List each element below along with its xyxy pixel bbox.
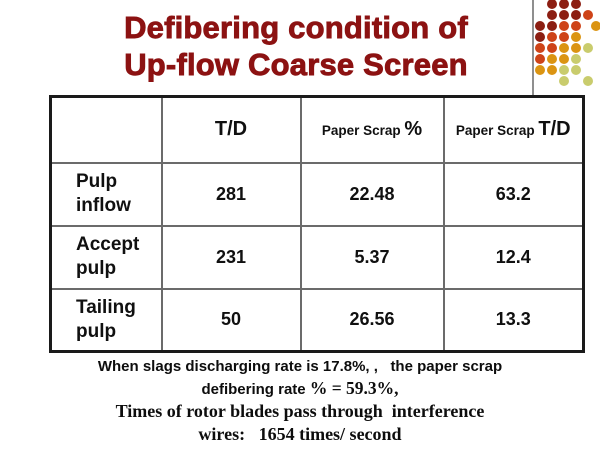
pulp-inflow-td-value: 281 bbox=[160, 161, 302, 227]
deco-dot bbox=[547, 0, 557, 9]
footer-line-2-sans: defibering rate bbox=[201, 380, 310, 398]
title-line-2: Up-flow Coarse Screen bbox=[124, 47, 468, 83]
row-label-pulp-inflow: Pulp inflow bbox=[49, 161, 163, 227]
header-td-label: T/D bbox=[214, 118, 248, 141]
footer-line-4: wires: 1654 times/ second bbox=[198, 424, 402, 444]
deco-dot bbox=[591, 21, 600, 31]
footer-notes: When slags discharging rate is 17.8%, , … bbox=[0, 356, 600, 446]
header-cell-td: T/D bbox=[160, 95, 302, 164]
pulp-inflow-paper-scrap-percent-value: 22.48 bbox=[299, 161, 445, 227]
header-td-label-2: T/D bbox=[538, 118, 571, 141]
header-cell-paper-scrap-td: Paper Scrap T/D bbox=[442, 95, 585, 164]
table-row-accept-pulp: Accept pulp 231 5.37 12.4 bbox=[49, 224, 585, 290]
header-cell-empty bbox=[49, 95, 163, 164]
pulp-inflow-paper-scrap-td-value: 63.2 bbox=[442, 161, 585, 227]
header-cell-paper-scrap-percent: Paper Scrap % bbox=[299, 95, 445, 164]
tailing-pulp-td-value: 50 bbox=[160, 287, 302, 353]
deco-dot bbox=[571, 0, 581, 9]
header-paper-scrap-label-2: Paper Scrap bbox=[455, 123, 539, 139]
footer-line-2-serif: % = 59.3%, bbox=[309, 377, 399, 398]
accept-pulp-paper-scrap-td-value: 12.4 bbox=[442, 224, 585, 290]
table-header-row: T/D Paper Scrap % Paper Scrap T/D bbox=[49, 95, 585, 164]
header-percent-label: % bbox=[404, 118, 423, 141]
header-paper-scrap-label: Paper Scrap bbox=[321, 123, 405, 139]
accept-pulp-paper-scrap-percent-value: 5.37 bbox=[299, 224, 445, 290]
table-row-pulp-inflow: Pulp inflow 281 22.48 63.2 bbox=[49, 161, 585, 227]
accept-pulp-td-value: 231 bbox=[160, 224, 302, 290]
footer-line-1: When slags discharging rate is 17.8%, , … bbox=[97, 358, 503, 375]
footer-line-3: Times of rotor blades pass through inter… bbox=[115, 401, 485, 421]
row-label-accept-pulp: Accept pulp bbox=[49, 224, 163, 290]
tailing-pulp-paper-scrap-td-value: 13.3 bbox=[442, 287, 585, 353]
footer-line-2: defibering rate % = 59.3%, bbox=[0, 378, 600, 401]
defibering-data-table: T/D Paper Scrap % Paper Scrap T/D Pulp i… bbox=[49, 95, 585, 353]
table-row-tailing-pulp: Tailing pulp 50 26.56 13.3 bbox=[49, 287, 585, 353]
tailing-pulp-paper-scrap-percent-value: 26.56 bbox=[299, 287, 445, 353]
slide-title: Defibering condition of Up-flow Coarse S… bbox=[0, 9, 592, 83]
title-line-1: Defibering condition of bbox=[124, 10, 469, 46]
row-label-tailing-pulp: Tailing pulp bbox=[49, 287, 163, 353]
vertical-line-decoration bbox=[532, 0, 534, 103]
deco-dot bbox=[559, 0, 569, 9]
